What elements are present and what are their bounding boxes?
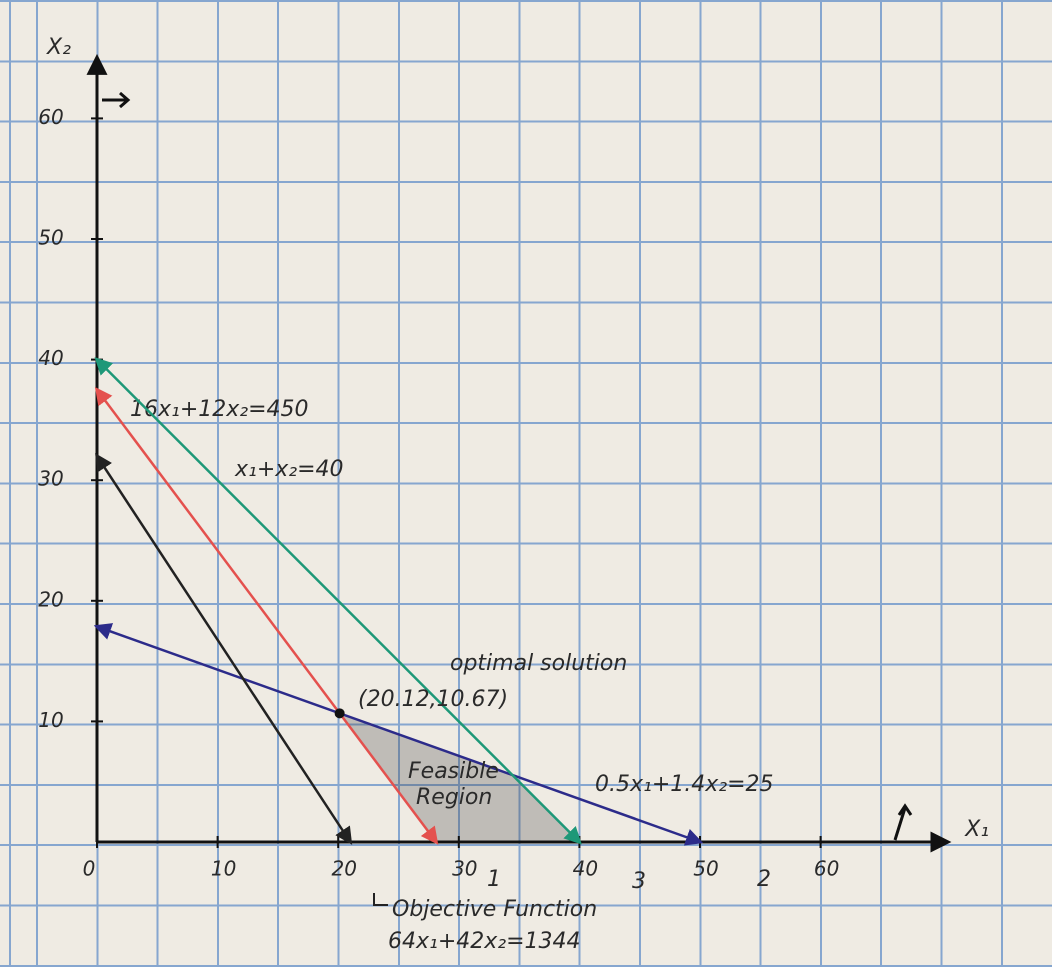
y-tick-label: 30 [38, 467, 63, 491]
x-tick-label: 20 [331, 857, 356, 881]
optimal-point [335, 708, 345, 718]
x-axis-label: X₁ [964, 817, 989, 842]
region-label: Region [416, 785, 492, 810]
constraint-line [97, 360, 579, 842]
equation-label: 64x₁+42x₂=1344 [388, 929, 581, 954]
equation-label: 0.5x₁+1.4x₂=25 [595, 772, 774, 797]
optimal-title: optimal solution [450, 651, 627, 676]
x-tick-label: 10 [211, 857, 236, 881]
y-tick-label: 50 [38, 226, 63, 250]
x-tick-label: 30 [452, 857, 477, 881]
y-tick-label: 20 [38, 587, 63, 611]
y-tick-label: 10 [38, 708, 63, 732]
x-tick-label: 0 [83, 857, 96, 881]
x-tick-label: 50 [693, 857, 718, 881]
pointer-arrow [374, 893, 388, 905]
optimal-label: (20.12,10.67) [358, 687, 508, 712]
y-tick-label: 60 [38, 105, 63, 129]
direction-arrow [895, 806, 911, 840]
series-label: 2 [757, 867, 771, 892]
region-label: Feasible [408, 759, 499, 784]
x-tick-label: 60 [814, 857, 839, 881]
page: X₁X₂0102030405060102030405060116x₁+12x₂=… [0, 0, 1052, 967]
y-axis-label: X₂ [46, 35, 71, 60]
series-label: 3 [632, 869, 646, 894]
constraint-line [97, 456, 350, 842]
direction-arrow [102, 93, 128, 107]
chart: X₁X₂0102030405060102030405060116x₁+12x₂=… [0, 0, 1052, 967]
series-label: Objective Function [392, 897, 597, 922]
equation-label: x₁+x₂=40 [234, 457, 344, 482]
series-label: 1 [487, 867, 501, 892]
y-tick-label: 40 [38, 346, 63, 370]
x-tick-label: 40 [573, 857, 598, 881]
